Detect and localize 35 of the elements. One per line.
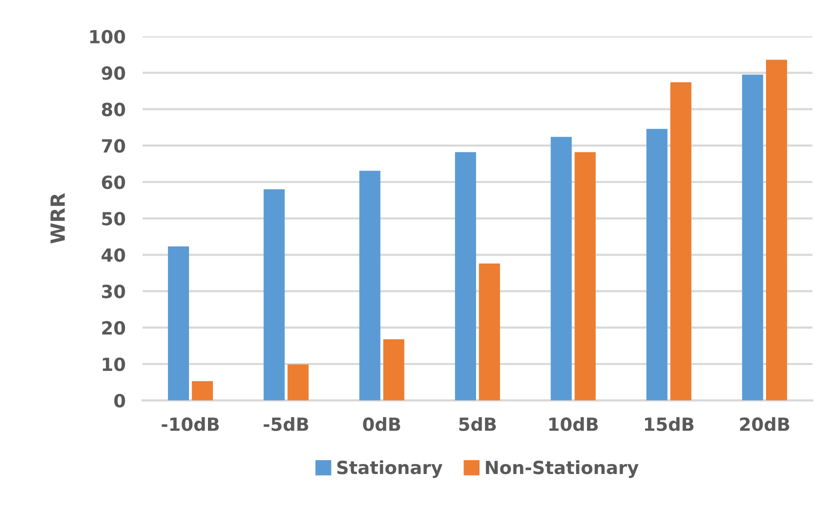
y-tick-label: 50 bbox=[102, 212, 126, 226]
bar bbox=[766, 60, 788, 400]
y-tick-label: 80 bbox=[102, 102, 126, 116]
x-tick-label: 20dB bbox=[740, 417, 790, 432]
y-tick-label: 60 bbox=[102, 175, 126, 190]
y-tick-label: 10 bbox=[102, 357, 126, 372]
bar bbox=[192, 381, 213, 400]
x-tick-label: 5dB bbox=[459, 417, 496, 432]
y-tick-label: 30 bbox=[102, 284, 126, 298]
bar bbox=[264, 189, 285, 400]
bar bbox=[574, 152, 596, 400]
y-tick-label: 40 bbox=[102, 248, 126, 262]
bar bbox=[359, 170, 380, 400]
y-tick-label: 70 bbox=[102, 139, 126, 153]
legend-label: Non-Stationary bbox=[486, 460, 639, 478]
x-tick-label: -5dB bbox=[264, 417, 308, 432]
bar bbox=[670, 82, 692, 400]
legend-label: Stationary bbox=[337, 460, 442, 478]
bar bbox=[742, 74, 764, 400]
x-tick-label: 0dB bbox=[363, 417, 400, 432]
bar bbox=[383, 339, 404, 400]
bar bbox=[288, 364, 309, 400]
bar bbox=[168, 246, 189, 400]
bar bbox=[478, 264, 500, 400]
x-tick-label: -10dB bbox=[162, 417, 219, 432]
y-tick-label: 0 bbox=[114, 394, 126, 408]
x-tick-label: 15dB bbox=[645, 417, 694, 432]
y-tick-label: 20 bbox=[102, 321, 126, 335]
y-tick-label: 90 bbox=[102, 66, 126, 80]
bar bbox=[455, 152, 476, 400]
bar bbox=[550, 136, 572, 400]
y-tick-label: 100 bbox=[90, 30, 126, 44]
bar bbox=[646, 128, 668, 400]
x-tick-label: 10dB bbox=[549, 417, 598, 432]
y-axis-title: WRR bbox=[50, 193, 65, 244]
